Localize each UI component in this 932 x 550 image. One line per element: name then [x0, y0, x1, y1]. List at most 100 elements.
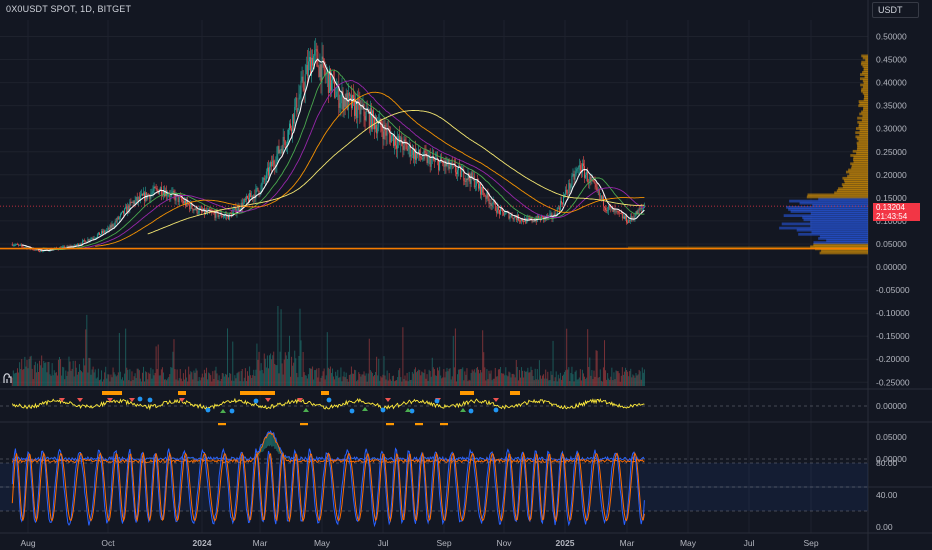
- volume-bar: [422, 372, 424, 386]
- volume-bar: [318, 368, 320, 386]
- candle-body: [270, 162, 272, 167]
- volume-bar: [99, 379, 101, 386]
- histogram-bar: [499, 459, 500, 461]
- volume-bar: [350, 366, 352, 386]
- volume-bar: [570, 372, 572, 386]
- volume-bar: [617, 371, 619, 386]
- volume-profile-bar: [849, 172, 868, 176]
- candle-body: [28, 247, 30, 248]
- candle-body: [218, 215, 220, 217]
- volume-bar: [182, 373, 184, 386]
- candlesticks: [11, 38, 645, 253]
- candle-body: [533, 221, 535, 222]
- price-axis[interactable]: 0.50000 0.45000 0.40000 0.35000 0.30000 0.250…: [876, 32, 910, 533]
- volume-bar: [605, 370, 607, 386]
- volume-bar: [72, 360, 74, 386]
- candle-body: [521, 218, 522, 221]
- volume-bar: [38, 372, 40, 386]
- volume-bar: [133, 376, 135, 386]
- candle-body: [467, 173, 469, 180]
- price-tick-label: 0.20000: [876, 170, 907, 180]
- volume-bar: [468, 379, 470, 386]
- histogram-bar: [196, 459, 198, 461]
- candle-body: [348, 92, 350, 96]
- candle-body: [39, 251, 41, 252]
- volume-bar: [197, 381, 199, 386]
- candle-body: [37, 249, 38, 251]
- volume-bar: [609, 380, 611, 386]
- candle-body: [615, 210, 617, 212]
- volume-bar: [477, 369, 479, 386]
- volume-profile-bar: [862, 85, 868, 89]
- volume-bar: [551, 374, 553, 386]
- candle-body: [237, 206, 239, 211]
- candle-body: [562, 203, 563, 205]
- candle-body: [316, 49, 318, 52]
- symbol-title[interactable]: 0X0USDT SPOT, 1D, BITGET: [6, 4, 132, 14]
- volume-bar: [220, 378, 222, 386]
- volume-bar: [401, 381, 403, 386]
- candle-body: [472, 176, 474, 179]
- candle-body: [569, 183, 571, 189]
- volume-bar: [497, 369, 499, 386]
- volume-bar: [332, 368, 334, 386]
- volume-bar: [465, 374, 467, 386]
- candle-body: [586, 171, 588, 175]
- volume-profile-bar: [859, 133, 868, 137]
- candle-body: [332, 77, 333, 81]
- camel-icon[interactable]: [3, 373, 12, 383]
- candle-body: [62, 246, 64, 248]
- candle-body: [104, 230, 106, 233]
- stoch-tick-label: 40.00: [876, 490, 898, 500]
- volume-bar: [152, 369, 154, 386]
- candle-body: [24, 247, 26, 249]
- volume-profile-bar: [788, 208, 868, 211]
- currency-unit-button[interactable]: USDT: [872, 2, 919, 18]
- volume-bar: [535, 379, 537, 386]
- volume-bar: [68, 356, 70, 386]
- candle-body: [483, 192, 485, 196]
- volume-bar: [293, 362, 295, 386]
- candle-body: [301, 76, 303, 81]
- candle-body: [367, 111, 369, 113]
- candle-body: [272, 160, 274, 167]
- time-axis[interactable]: Aug Oct 2024 Mar May Jul Sep Nov 2025 Mar May Jul Se…: [20, 538, 818, 548]
- candle-body: [165, 190, 167, 197]
- volume-bar: [235, 378, 237, 386]
- candle-body: [526, 218, 528, 224]
- histogram-bar: [393, 459, 394, 461]
- histogram-bar: [306, 459, 308, 460]
- histogram-bar: [190, 457, 192, 459]
- candle-body: [74, 244, 76, 246]
- histogram-bar: [265, 435, 267, 448]
- volume-bar: [138, 370, 140, 386]
- candle-body: [153, 186, 155, 192]
- volume-bar: [221, 373, 223, 386]
- candle-body: [601, 196, 603, 199]
- histogram-bar: [262, 442, 264, 452]
- time-tick-label: Sep: [436, 538, 451, 548]
- volume-bar: [448, 368, 450, 386]
- volume-bar: [46, 372, 48, 386]
- candle-body: [63, 246, 65, 248]
- volume-profile-bar: [818, 237, 868, 240]
- candle-body: [86, 241, 88, 243]
- candle-body: [222, 216, 224, 218]
- price-tick-label: 0.15000: [876, 193, 907, 203]
- volume-profile-bar: [857, 120, 868, 124]
- candle-body: [67, 246, 69, 247]
- volume-bar: [630, 368, 632, 386]
- volume-bar: [282, 374, 284, 386]
- volume-bar: [356, 381, 358, 386]
- volume-bar: [559, 372, 561, 386]
- volume-bar: [556, 381, 558, 386]
- signal-label-marker: [460, 391, 474, 395]
- candle-body: [449, 167, 451, 169]
- volume-bar: [635, 372, 637, 386]
- volume-bar: [213, 378, 215, 386]
- volume-bar: [71, 368, 73, 386]
- candle-body: [482, 187, 484, 193]
- volume-bar: [28, 359, 30, 386]
- volume-bar: [81, 371, 83, 386]
